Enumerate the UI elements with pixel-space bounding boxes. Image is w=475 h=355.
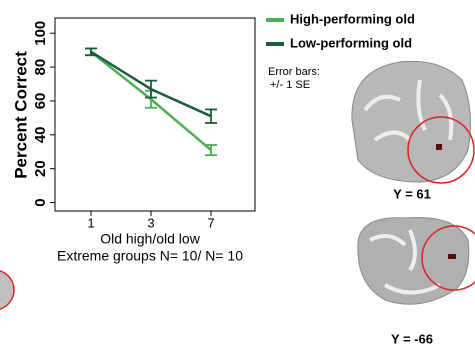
y-tick-label: 60 bbox=[32, 93, 49, 110]
annotation: Error bars: bbox=[268, 66, 320, 78]
plot-frame bbox=[55, 18, 255, 211]
brain-slice bbox=[352, 61, 474, 183]
x-tick-label: 7 bbox=[207, 215, 214, 230]
x-axis-label: Old high/old low bbox=[100, 231, 201, 247]
brain-slice bbox=[358, 217, 475, 304]
y-tick-label: 20 bbox=[32, 160, 49, 177]
x-tick-label: 3 bbox=[147, 215, 154, 230]
y-tick-label: 80 bbox=[32, 59, 49, 76]
x-tick-label: 1 bbox=[87, 215, 94, 230]
y-axis-label: Percent Correct bbox=[11, 51, 30, 179]
legend-label: High-performing old bbox=[290, 11, 415, 26]
slice-label: Y = 61 bbox=[393, 186, 431, 201]
figure: Y = 61 Y = -66 Percent Correct Old high/… bbox=[0, 0, 475, 355]
y-tick-label: 0 bbox=[32, 198, 49, 206]
brain-slice-partial bbox=[0, 270, 14, 310]
y-tick-label: 100 bbox=[32, 21, 49, 46]
slice-label: Y = -66 bbox=[391, 331, 433, 346]
subtitle: Extreme groups N= 10/ N= 10 bbox=[57, 248, 243, 264]
y-tick-label: 40 bbox=[32, 126, 49, 143]
legend-label: Low-performing old bbox=[290, 35, 412, 50]
annotation: +/- 1 SE bbox=[270, 79, 310, 91]
